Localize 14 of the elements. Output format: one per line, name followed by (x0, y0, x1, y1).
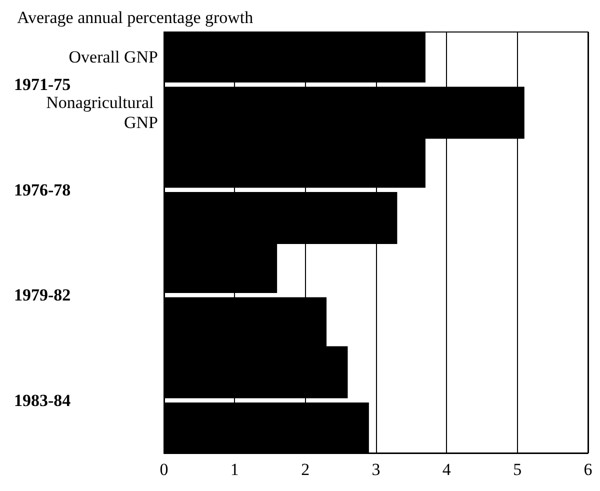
x-tick-label: 4 (442, 460, 452, 479)
y-tick-label: 1971-75 (14, 75, 71, 94)
x-tick-label: 5 (513, 460, 522, 479)
x-tick-label: 0 (160, 460, 168, 479)
x-tick-label: 6 (584, 460, 592, 479)
x-tick-label: 3 (372, 460, 380, 479)
y-tick-label: 1983-84 (14, 390, 72, 410)
series-label: Nonagricultural GNP (46, 93, 158, 132)
y-tick-label: 1979-82 (14, 286, 71, 305)
x-tick-label: 2 (301, 460, 310, 479)
y-tick-label: 1976-78 (14, 180, 71, 200)
chart-title: Average annual percentage growth (17, 8, 254, 27)
series-label: Overall GNP (68, 48, 158, 67)
x-tick-label: 1 (230, 460, 239, 479)
